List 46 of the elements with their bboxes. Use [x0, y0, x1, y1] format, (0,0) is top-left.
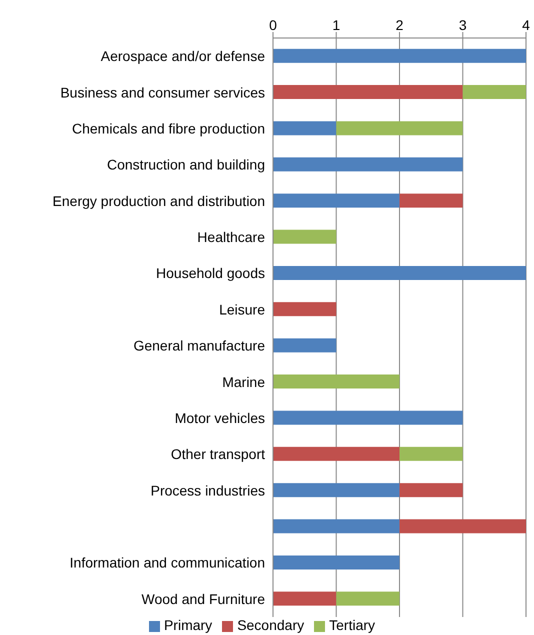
y-tick-label: Leisure — [219, 301, 266, 318]
bar — [273, 157, 463, 172]
x-tick-label: 4 — [522, 17, 530, 33]
y-tick-label: Energy production and distribution — [52, 192, 265, 209]
x-tick-label: 1 — [332, 17, 340, 33]
x-tick-label: 2 — [396, 17, 404, 33]
y-tick-label: Household goods — [156, 265, 265, 282]
y-tick-label: Motor vehicles — [174, 410, 265, 426]
y-tick-label: General manufacture — [133, 338, 266, 354]
y-tick-label: Aerospace and/or defense — [100, 48, 266, 64]
y-tick-label: Other transport — [170, 446, 266, 462]
y-tick-label: Business and consumer services — [60, 84, 265, 100]
y-tick-label: Information and communication — [70, 554, 265, 571]
bar — [273, 194, 400, 208]
bar — [273, 519, 400, 534]
bar — [336, 121, 463, 136]
bar — [400, 194, 463, 208]
bar — [273, 302, 336, 316]
bar — [273, 230, 336, 244]
legend-label: Primary — [164, 617, 212, 633]
bar — [400, 446, 463, 461]
bar — [273, 555, 400, 570]
y-tick-label: Marine — [222, 374, 266, 390]
bar — [273, 266, 526, 280]
y-tick-label: Healthcare — [197, 229, 266, 245]
bar — [400, 519, 526, 534]
bar — [273, 592, 336, 606]
bar — [462, 85, 526, 100]
x-tick-label: 3 — [458, 17, 467, 33]
bar — [273, 446, 400, 461]
bar — [273, 410, 463, 425]
x-tick-label: 0 — [269, 17, 278, 33]
y-tick-label: Process industries — [150, 482, 265, 498]
bar — [273, 48, 526, 63]
legend-label: Tertiary — [329, 617, 376, 633]
bar — [336, 592, 400, 606]
y-tick-label: Wood and Furniture — [142, 590, 266, 607]
bar — [273, 483, 400, 498]
y-tick-label: Chemicals and fibre production — [72, 120, 265, 136]
bar — [273, 338, 336, 352]
bar — [273, 121, 336, 136]
bar — [273, 374, 400, 389]
y-tick-label: Construction and building — [107, 156, 265, 173]
bar — [400, 483, 463, 498]
legend-label: Secondary — [237, 617, 304, 633]
bar — [273, 85, 463, 100]
